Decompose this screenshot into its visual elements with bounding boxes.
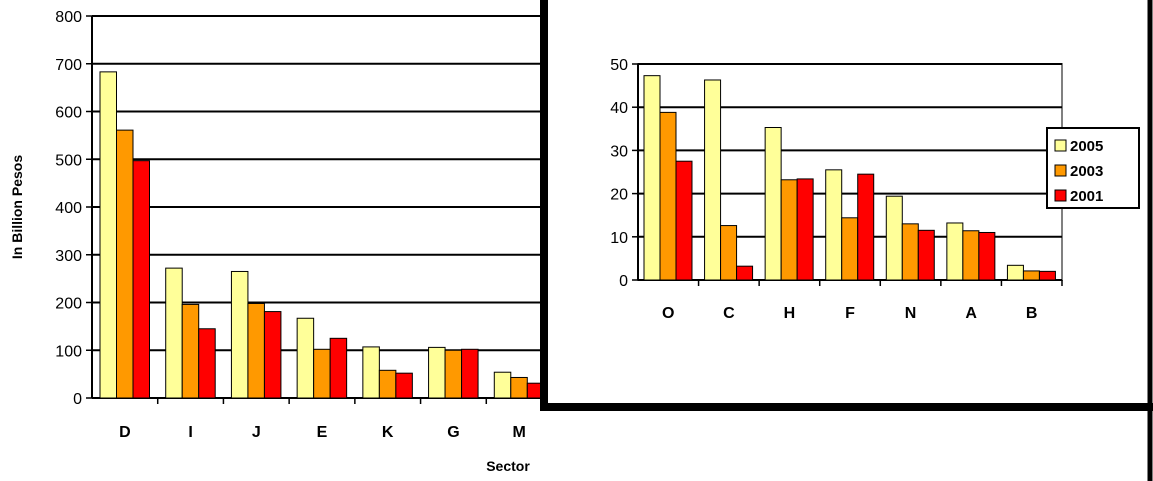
y-tick-label: 700 <box>55 57 82 74</box>
y-tick-label: 400 <box>55 200 82 217</box>
x-tick-label: B <box>1026 305 1038 322</box>
y-tick-label: 50 <box>610 57 628 74</box>
inset-chart: 0 10 20 30 40 50 O C H F N A B 2005 2003 2001 <box>540 0 1153 481</box>
bar-J-2001 <box>263 311 282 399</box>
bar-M-2003 <box>510 376 528 399</box>
x-tick-label: I <box>188 424 192 441</box>
bar-H-2003 <box>780 179 798 281</box>
x-tick-label: M <box>512 424 525 441</box>
bar-G-2003 <box>444 349 463 399</box>
y-tick-label: 10 <box>610 230 628 247</box>
y-tick-label: 0 <box>73 391 82 408</box>
y-tick-label: 800 <box>55 9 82 26</box>
bar-O-2003 <box>659 111 677 281</box>
x-tick-label: A <box>965 305 977 322</box>
y-tick-label: 0 <box>619 273 628 290</box>
x-tick-label: E <box>317 424 328 441</box>
bar-G-2001 <box>461 348 479 399</box>
bar-B-2001 <box>1038 270 1056 281</box>
bar-J-2003 <box>247 302 265 399</box>
x-axis-title: Sector <box>486 458 530 474</box>
y-tick-label: 500 <box>55 152 82 169</box>
bar-O-2005 <box>643 75 661 281</box>
bar-B-2003 <box>1022 270 1040 281</box>
x-tick-label: C <box>723 305 735 322</box>
bar-H-2005 <box>764 127 782 281</box>
bar-A-2003 <box>962 230 980 281</box>
bar-I-2003 <box>181 303 200 399</box>
main-chart: 0 100 200 300 400 500 600 700 800 D I J E K G M In Billi… <box>9 9 553 474</box>
y-axis-title: In Billion Pesos <box>9 155 25 259</box>
x-tick-label: K <box>382 424 394 441</box>
y-tick-label: 200 <box>55 296 82 313</box>
legend-swatch-2001 <box>1054 189 1067 202</box>
bar-C-2001 <box>736 265 754 281</box>
bar-F-2001 <box>857 173 875 281</box>
legend-swatch-2003 <box>1054 164 1067 177</box>
x-tick-label: O <box>662 305 674 322</box>
legend-label-2001: 2001 <box>1070 188 1103 205</box>
y-tick-label: 20 <box>610 187 628 204</box>
x-tick-label: D <box>119 424 131 441</box>
bar-M-2005 <box>493 371 512 399</box>
bar-N-2003 <box>901 223 919 281</box>
x-tick-label: H <box>784 305 796 322</box>
x-tick-label: J <box>252 424 261 441</box>
y-tick-label: 600 <box>55 105 82 122</box>
y-tick-label: 100 <box>55 343 82 360</box>
bar-A-2005 <box>946 222 964 281</box>
bar-C-2005 <box>704 79 722 281</box>
bar-B-2005 <box>1006 264 1024 281</box>
bar-A-2001 <box>978 231 996 281</box>
bar-O-2001 <box>675 160 693 281</box>
bar-H-2001 <box>796 178 814 281</box>
y-tick-label: 300 <box>55 248 82 265</box>
x-tick-label: N <box>905 305 917 322</box>
y-tick-label: 40 <box>610 100 628 117</box>
bar-N-2005 <box>885 195 903 281</box>
bar-E-2001 <box>329 337 348 399</box>
bar-G-2005 <box>428 346 446 399</box>
bar-D-2003 <box>116 129 134 399</box>
bar-N-2001 <box>917 229 935 281</box>
legend-label-2003: 2003 <box>1070 163 1103 180</box>
bar-E-2005 <box>296 317 315 399</box>
bar-F-2005 <box>825 169 843 281</box>
bar-E-2003 <box>313 348 331 399</box>
y-tick-label: 30 <box>610 143 628 160</box>
bar-D-2005 <box>99 71 117 399</box>
x-tick-label: G <box>447 424 459 441</box>
legend-swatch-2005 <box>1054 139 1067 152</box>
bar-J-2005 <box>230 270 249 399</box>
bar-C-2003 <box>720 225 738 281</box>
bar-K-2005 <box>362 346 380 399</box>
x-tick-label: F <box>845 305 855 322</box>
bar-D-2001 <box>132 160 150 399</box>
bar-F-2003 <box>841 217 859 281</box>
bar-I-2005 <box>165 267 183 399</box>
bar-K-2001 <box>395 372 413 399</box>
bar-K-2003 <box>378 369 397 399</box>
legend-label-2005: 2005 <box>1070 138 1103 155</box>
bar-I-2001 <box>198 328 216 399</box>
